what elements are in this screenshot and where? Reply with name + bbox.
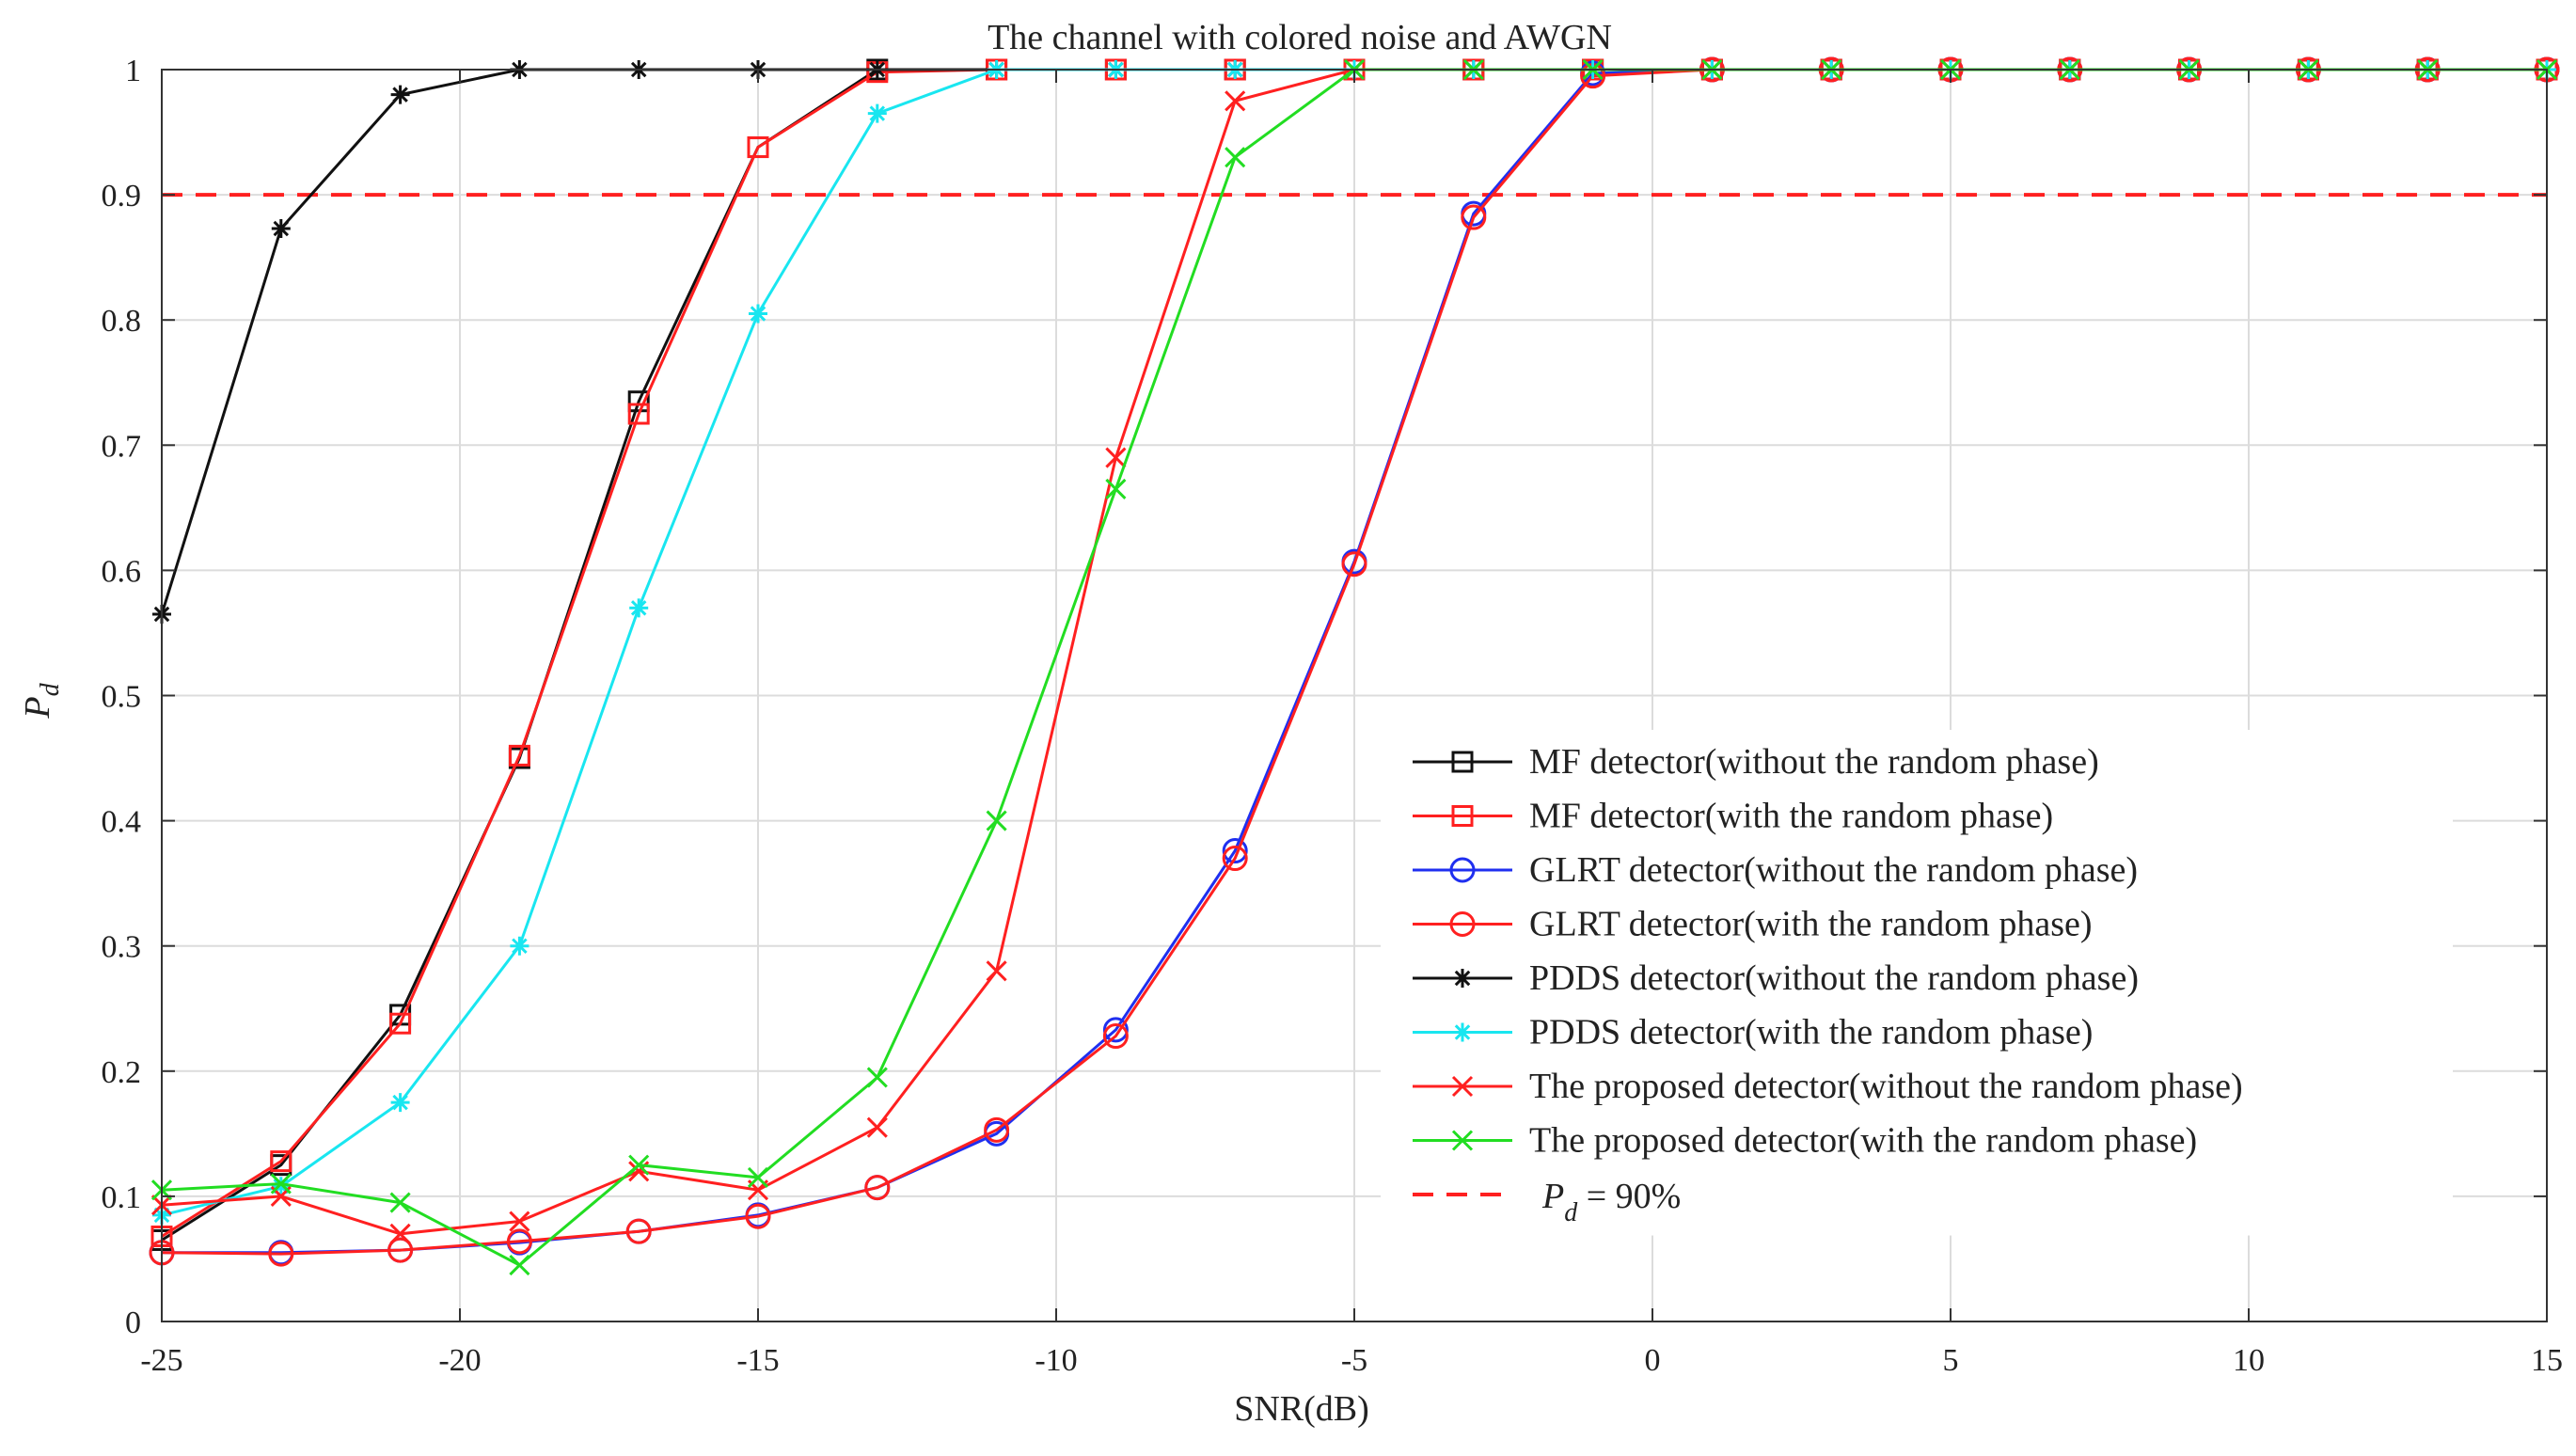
x-tick-label: -15 xyxy=(736,1343,779,1378)
marker-x xyxy=(866,1067,888,1088)
legend-label: The proposed detector(with the random ph… xyxy=(1529,1121,2197,1161)
marker-circle xyxy=(1461,204,1487,230)
marker-circle xyxy=(1449,911,1476,937)
legend-label: Pd = 90% xyxy=(1541,1177,1681,1227)
marker-x xyxy=(986,810,1007,831)
legend-label: PDDS detector(without the random phase) xyxy=(1529,958,2139,998)
legend-label: The proposed detector(without the random… xyxy=(1529,1067,2243,1106)
marker-star xyxy=(1453,1022,1472,1042)
legend-item-1: MF detector(without the random phase) xyxy=(1413,742,2099,782)
y-tick-label: 0.1 xyxy=(102,1180,142,1215)
marker-x xyxy=(1105,447,1127,468)
legend-item-3: GLRT detector(without the random phase) xyxy=(1413,850,2138,890)
y-axis-title-sub: d xyxy=(36,682,65,696)
legend-item-reference: Pd = 90% xyxy=(1413,1177,1681,1227)
marker-star xyxy=(390,1093,410,1113)
legend-label: PDDS detector(with the random phase) xyxy=(1529,1013,2093,1052)
y-tick-label: 0.6 xyxy=(102,554,142,589)
marker-square xyxy=(389,1012,412,1035)
marker-circle xyxy=(506,1228,532,1255)
chart-title: The channel with colored noise and AWGN xyxy=(988,18,1612,57)
marker-square xyxy=(627,403,650,425)
y-tick-label: 0.8 xyxy=(102,304,142,339)
marker-circle xyxy=(268,1241,294,1267)
y-tick-label: 1 xyxy=(125,54,141,88)
marker-star xyxy=(867,103,887,123)
marker-x xyxy=(389,1223,411,1244)
marker-circle xyxy=(1102,1017,1129,1043)
legend-item-2: MF detector(with the random phase) xyxy=(1413,797,2053,836)
marker-square xyxy=(508,744,530,767)
marker-x xyxy=(986,960,1007,982)
legend-box xyxy=(1381,730,2453,1236)
x-tick-label: 0 xyxy=(1645,1343,1661,1378)
marker-circle xyxy=(864,1175,891,1201)
marker-circle xyxy=(1222,846,1248,872)
marker-circle xyxy=(984,1116,1010,1143)
x-tick-label: -25 xyxy=(140,1343,182,1378)
marker-square xyxy=(1451,805,1474,827)
legend-label: GLRT detector(without the random phase) xyxy=(1529,850,2138,890)
marker-x xyxy=(509,1255,530,1276)
legend-item-5: PDDS detector(without the random phase) xyxy=(1413,958,2139,998)
marker-circle xyxy=(1341,551,1367,578)
legend: MF detector(without the random phase) MF … xyxy=(1381,730,2453,1236)
x-tick-label: 15 xyxy=(2531,1343,2563,1378)
marker-circle xyxy=(1102,1023,1129,1050)
y-tick-label: 0.7 xyxy=(102,429,142,464)
marker-square xyxy=(270,1150,292,1173)
y-tick-label: 0.5 xyxy=(102,680,142,715)
legend-label: GLRT detector(with the random phase) xyxy=(1529,905,2093,944)
marker-x xyxy=(628,1154,650,1176)
marker-star xyxy=(510,936,529,956)
legend-item-7: The proposed detector(without the random… xyxy=(1413,1067,2243,1106)
x-axis-ticks: -25 -20 -15 -10 -5 0 5 10 15 xyxy=(140,70,2563,1378)
marker-x xyxy=(1105,478,1127,499)
legend-item-4: GLRT detector(with the random phase) xyxy=(1413,905,2093,944)
y-axis-ticks: 0 0.1 0.2 0.3 0.4 0.5 0.6 0.7 0.8 0.9 1 xyxy=(102,54,2547,1340)
marker-circle xyxy=(625,1218,652,1244)
legend-label: MF detector(with the random phase) xyxy=(1529,797,2053,836)
svg-text:Pd: Pd xyxy=(18,682,65,719)
marker-x xyxy=(389,1192,411,1213)
marker-star xyxy=(749,304,767,324)
marker-circle xyxy=(745,1203,771,1229)
marker-x xyxy=(1451,1075,1474,1098)
marker-x xyxy=(1225,90,1246,112)
y-axis-title-main: P xyxy=(18,696,57,719)
y-tick-label: 0.2 xyxy=(102,1055,142,1090)
x-tick-label: -10 xyxy=(1035,1343,1077,1378)
marker-x xyxy=(866,1116,888,1138)
marker-square xyxy=(747,136,769,159)
marker-star xyxy=(1453,969,1472,988)
x-axis-title: SNR(dB) xyxy=(1234,1389,1369,1429)
marker-star xyxy=(271,219,291,239)
marker-x xyxy=(1451,1130,1474,1151)
legend-item-8: The proposed detector(with the random ph… xyxy=(1413,1121,2197,1161)
marker-star xyxy=(271,1177,291,1196)
x-tick-label: 10 xyxy=(2233,1343,2265,1378)
marker-star xyxy=(390,85,410,104)
y-tick-label: 0.4 xyxy=(102,805,142,840)
x-tick-label: -5 xyxy=(1341,1343,1367,1378)
legend-item-6: PDDS detector(with the random phase) xyxy=(1413,1013,2093,1052)
marker-circle xyxy=(1449,857,1476,883)
marker-x xyxy=(1225,147,1246,168)
legend-label: MF detector(without the random phase) xyxy=(1529,742,2099,782)
y-tick-label: 0.3 xyxy=(102,930,142,965)
x-tick-label: 5 xyxy=(1943,1343,1959,1378)
marker-star xyxy=(629,598,649,618)
marker-x xyxy=(747,1166,769,1189)
marker-x xyxy=(270,1173,292,1195)
marker-x xyxy=(509,1211,530,1232)
y-tick-label: 0.9 xyxy=(102,179,142,214)
y-axis-title: Pd xyxy=(18,682,65,719)
marker-circle xyxy=(1222,838,1248,864)
marker-circle xyxy=(387,1237,414,1263)
x-tick-label: -20 xyxy=(438,1343,481,1378)
y-tick-label: 0 xyxy=(125,1306,141,1340)
marker-square xyxy=(1451,751,1474,773)
